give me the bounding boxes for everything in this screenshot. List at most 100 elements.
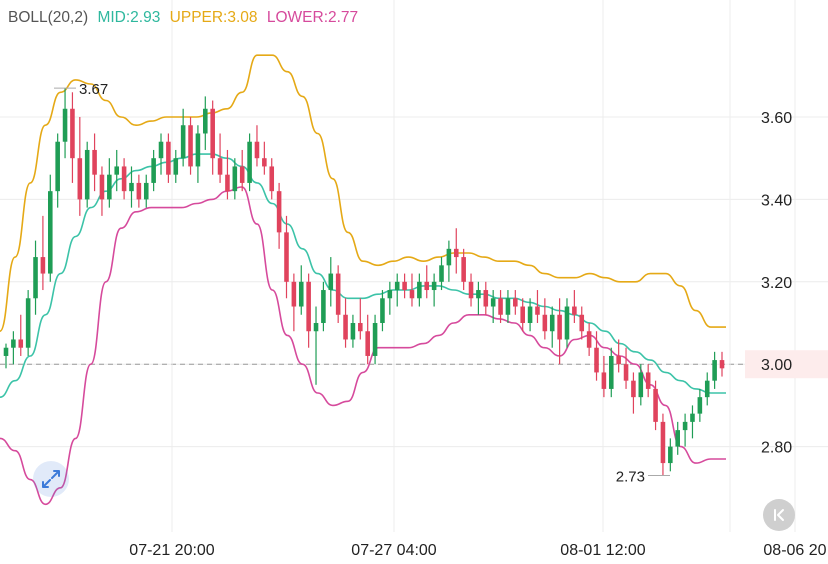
candle-down [40, 215, 46, 291]
candle-body [704, 380, 710, 398]
candle-down [645, 364, 651, 398]
candle-down [254, 125, 260, 167]
candle-body [520, 306, 525, 323]
candle-body [468, 281, 474, 299]
legend-indicator: BOLL(20,2) [8, 9, 89, 26]
candle-up [394, 273, 400, 307]
y-tick-label: 3.40 [761, 192, 792, 209]
candle-body [99, 174, 105, 200]
candle-body [631, 380, 636, 398]
candle-down [343, 298, 348, 348]
candle-up [527, 298, 533, 332]
candle-body [55, 141, 60, 192]
candle-up [173, 149, 179, 183]
candle-body [380, 298, 385, 323]
candle-body [586, 331, 592, 348]
candle-up [3, 343, 9, 369]
candle-up [62, 88, 68, 159]
candle-body [180, 125, 186, 159]
candle-down [453, 228, 459, 274]
candle-body [402, 281, 407, 291]
candle-up [84, 141, 90, 208]
candle-up [321, 281, 326, 332]
candle-body [579, 314, 585, 332]
candle-up [328, 257, 334, 307]
candle-body [328, 273, 334, 291]
candle-up [180, 108, 186, 167]
candle-down [520, 298, 525, 332]
candle-down [424, 265, 430, 299]
candle-down [409, 273, 415, 307]
candle-body [549, 314, 555, 332]
candle-body [453, 248, 459, 258]
candle-up [143, 174, 149, 208]
candle-down [239, 149, 245, 192]
candle-body [225, 174, 230, 192]
candle-up [158, 133, 164, 175]
candle-body [239, 166, 245, 183]
candle-body [84, 149, 90, 200]
candle-body [92, 149, 97, 175]
candle-up [33, 240, 38, 315]
candle-up [704, 372, 710, 406]
candle-up [490, 290, 496, 323]
candle-up [505, 290, 511, 323]
candle-body [114, 166, 120, 175]
candle-body [151, 158, 156, 183]
candle-down [284, 215, 289, 299]
candle-down [92, 133, 97, 192]
candle-body [490, 298, 496, 307]
candle-body [335, 273, 341, 315]
expand-arrows-icon[interactable] [33, 461, 69, 497]
candle-body [564, 306, 570, 340]
candle-body [143, 182, 149, 200]
legend-lower: LOWER:2.77 [266, 9, 359, 26]
candle-body [645, 372, 651, 389]
candle-body [498, 298, 503, 315]
candle-body [424, 281, 430, 291]
candle-body [372, 323, 378, 356]
candle-body [11, 339, 16, 348]
candle-body [77, 158, 83, 200]
candle-body [321, 290, 326, 323]
candle-body [158, 141, 164, 159]
candle-down [365, 314, 370, 365]
candlesticks [3, 88, 725, 476]
x-tick-label: 08-06 20 [763, 542, 826, 559]
y-tick-label: 3.60 [761, 110, 792, 127]
candle-down [121, 158, 127, 200]
candle-body [358, 323, 363, 332]
candle-up [55, 133, 60, 208]
candle-body [712, 360, 717, 381]
candle-up [313, 306, 319, 385]
candle-body [675, 430, 680, 447]
candle-body [446, 248, 452, 266]
candle-up [675, 421, 680, 455]
candle-up [690, 405, 695, 439]
candle-body [350, 323, 356, 340]
candle-body [394, 281, 400, 291]
candle-up [48, 174, 53, 282]
candle-down [601, 355, 607, 398]
candle-up [107, 158, 112, 208]
y-tick-label: 3.00 [761, 357, 792, 374]
candle-body [616, 355, 621, 365]
candle-body [33, 257, 38, 299]
candle-body [557, 314, 562, 340]
collapse-left-icon[interactable] [763, 499, 795, 531]
candle-up [476, 281, 481, 315]
candle-up [638, 364, 644, 406]
candle-down [136, 174, 142, 208]
candle-body [262, 158, 267, 167]
candle-down [498, 290, 503, 323]
candle-up [712, 351, 717, 389]
low-annotation-label: 2.73 [616, 468, 645, 485]
candle-body [365, 331, 370, 356]
band-line-lower [0, 186, 726, 506]
candle-up [232, 158, 238, 200]
legend-upper: UPPER:3.08 [169, 9, 258, 26]
candle-body [48, 191, 53, 274]
candle-up [151, 149, 156, 192]
candle-up [387, 281, 393, 315]
